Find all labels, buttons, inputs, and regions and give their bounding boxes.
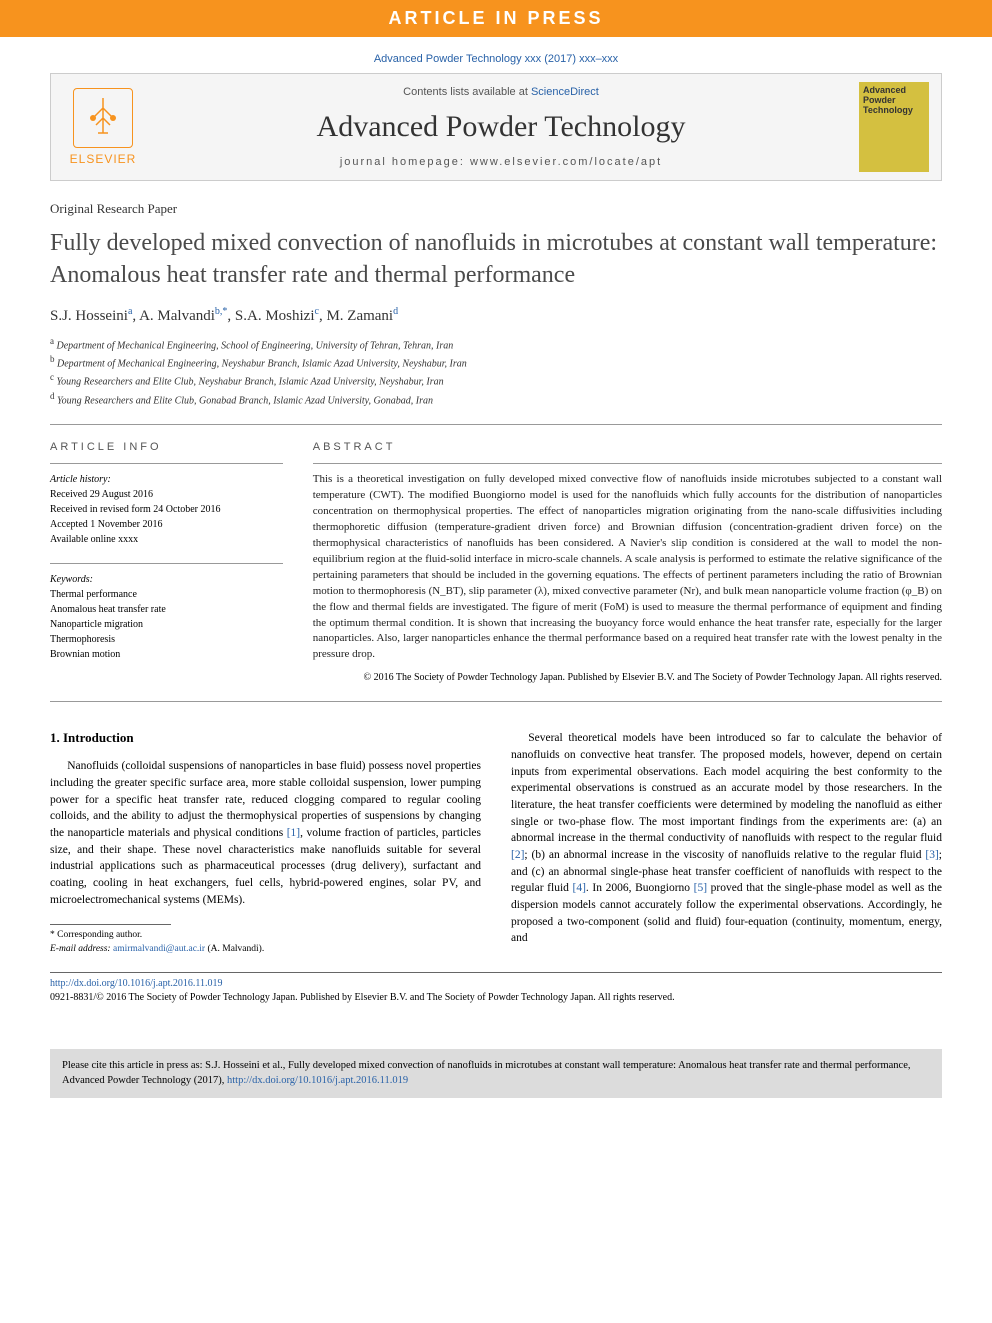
- keyword-item: Brownian motion: [50, 647, 283, 662]
- info-abstract-row: ARTICLE INFO Article history: Received 2…: [50, 441, 942, 685]
- email-label: E-mail address:: [50, 944, 111, 954]
- abstract-copyright: © 2016 The Society of Powder Technology …: [313, 671, 942, 685]
- corresponding-label: * Corresponding author.: [50, 929, 481, 942]
- article-content: Original Research Paper Fully developed …: [0, 181, 992, 1035]
- cite-doi-link[interactable]: http://dx.doi.org/10.1016/j.apt.2016.11.…: [227, 1075, 408, 1086]
- separator: [313, 463, 942, 464]
- issn-copyright: 0921-8831/© 2016 The Society of Powder T…: [50, 991, 942, 1005]
- article-title: Fully developed mixed convection of nano…: [50, 227, 942, 292]
- keyword-item: Thermal performance: [50, 587, 283, 602]
- history-item: Accepted 1 November 2016: [50, 517, 283, 532]
- history-item: Received in revised form 24 October 2016: [50, 502, 283, 517]
- author[interactable]: M. Zamanid: [326, 308, 398, 324]
- corresponding-email[interactable]: amirmalvandi@aut.ac.ir: [113, 944, 205, 954]
- affiliation: b Department of Mechanical Engineering, …: [50, 353, 942, 371]
- separator: [50, 463, 283, 464]
- history-item: Available online xxxx: [50, 532, 283, 547]
- separator: [50, 563, 283, 564]
- abstract-col: ABSTRACT This is a theoretical investiga…: [313, 441, 942, 685]
- affiliations-list: a Department of Mechanical Engineering, …: [50, 335, 942, 408]
- elsevier-tree-icon: [73, 88, 133, 148]
- affiliation: c Young Researchers and Elite Club, Neys…: [50, 371, 942, 389]
- affiliation: d Young Researchers and Elite Club, Gona…: [50, 390, 942, 408]
- journal-name: Advanced Powder Technology: [159, 110, 843, 144]
- article-in-press-banner: ARTICLE IN PRESS: [0, 0, 992, 37]
- affiliation: a Department of Mechanical Engineering, …: [50, 335, 942, 353]
- article-type: Original Research Paper: [50, 201, 942, 217]
- contents-label: Contents lists available at: [403, 86, 528, 98]
- author[interactable]: A. Malvandib,*: [139, 308, 227, 324]
- intro-para-2: Several theoretical models have been int…: [511, 730, 942, 947]
- cite-box: Please cite this article in press as: S.…: [50, 1049, 942, 1098]
- keyword-item: Thermophoresis: [50, 632, 283, 647]
- history-item: Received 29 August 2016: [50, 487, 283, 502]
- corresponding-footnote: * Corresponding author. E-mail address: …: [50, 929, 481, 956]
- doi-footer: http://dx.doi.org/10.1016/j.apt.2016.11.…: [50, 972, 942, 1005]
- journal-header: ELSEVIER Contents lists available at Sci…: [50, 73, 942, 181]
- footnote-separator: [50, 924, 171, 925]
- journal-cover[interactable]: Advanced Powder Technology: [859, 82, 929, 172]
- keywords-block: Keywords: Thermal performanceAnomalous h…: [50, 572, 283, 662]
- sciencedirect-link[interactable]: ScienceDirect: [531, 86, 599, 98]
- email-author: (A. Malvandi).: [207, 944, 264, 954]
- authors-list: S.J. Hosseinia, A. Malvandib,*, S.A. Mos…: [50, 306, 942, 325]
- body-columns: 1. Introduction Nanofluids (colloidal su…: [50, 730, 942, 956]
- top-citation: Advanced Powder Technology xxx (2017) xx…: [0, 37, 992, 73]
- publisher-name: ELSEVIER: [70, 152, 137, 166]
- author[interactable]: S.A. Moshizic: [235, 308, 319, 324]
- publisher-logo[interactable]: ELSEVIER: [63, 82, 143, 172]
- journal-homepage[interactable]: journal homepage: www.elsevier.com/locat…: [159, 156, 843, 168]
- intro-heading: 1. Introduction: [50, 730, 481, 746]
- abstract-heading: ABSTRACT: [313, 441, 942, 453]
- article-info-col: ARTICLE INFO Article history: Received 2…: [50, 441, 283, 685]
- header-center: Contents lists available at ScienceDirec…: [159, 86, 843, 168]
- contents-available: Contents lists available at ScienceDirec…: [159, 86, 843, 98]
- doi-link[interactable]: http://dx.doi.org/10.1016/j.apt.2016.11.…: [50, 977, 942, 991]
- abstract-text: This is a theoretical investigation on f…: [313, 472, 942, 663]
- intro-para-1: Nanofluids (colloidal suspensions of nan…: [50, 758, 481, 908]
- separator: [50, 424, 942, 425]
- keyword-item: Nanoparticle migration: [50, 617, 283, 632]
- history-label: Article history:: [50, 472, 283, 487]
- column-right: Several theoretical models have been int…: [511, 730, 942, 956]
- author[interactable]: S.J. Hosseinia: [50, 308, 132, 324]
- separator: [50, 701, 942, 702]
- article-info-heading: ARTICLE INFO: [50, 441, 283, 453]
- cover-title: Advanced Powder Technology: [863, 86, 925, 116]
- column-left: 1. Introduction Nanofluids (colloidal su…: [50, 730, 481, 956]
- keywords-label: Keywords:: [50, 572, 283, 587]
- keyword-item: Anomalous heat transfer rate: [50, 602, 283, 617]
- article-history: Article history: Received 29 August 2016…: [50, 472, 283, 547]
- cite-text: Please cite this article in press as: S.…: [62, 1060, 911, 1086]
